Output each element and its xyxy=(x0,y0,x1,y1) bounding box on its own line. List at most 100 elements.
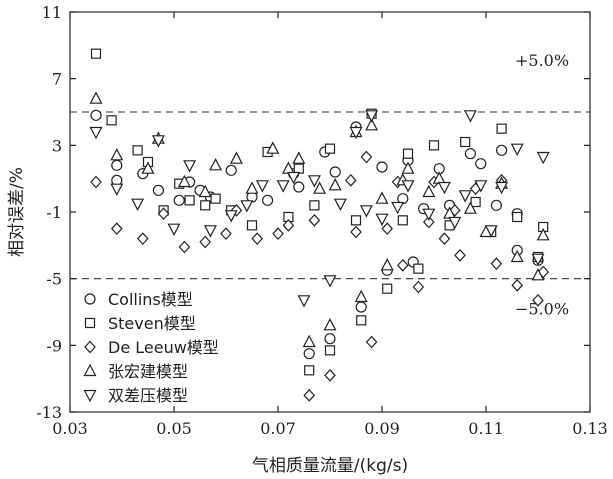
legend-label: De Leeuw模型 xyxy=(108,338,219,357)
legend-label: Collins模型 xyxy=(108,290,193,309)
diamond-point xyxy=(350,225,362,239)
triangle-up-point xyxy=(422,184,436,198)
diamond-point xyxy=(282,218,295,232)
y-tick-label: -1 xyxy=(46,203,62,222)
diamond-point xyxy=(136,232,149,246)
triangle-down-point xyxy=(183,160,197,173)
triangle-up-point xyxy=(313,181,327,194)
diamond-point xyxy=(360,150,373,164)
triangle-down-point xyxy=(437,181,451,195)
triangle-down-point xyxy=(359,205,373,218)
axis-ticks: 0.03 0.05 0.07 0.09 0.11 0.13 11 7 3 -1 -5 -9 -13 xyxy=(36,3,608,438)
square-point xyxy=(309,200,320,211)
square-point xyxy=(382,283,393,294)
x-tick-label: 0.05 xyxy=(156,419,192,438)
diamond-point xyxy=(490,257,503,271)
triangle-down-point xyxy=(495,181,509,195)
triangle-up-point xyxy=(292,151,306,164)
y-tick-label: 7 xyxy=(52,70,62,89)
reference-line-label: +5.0% xyxy=(515,51,569,70)
triangle-up-point xyxy=(463,201,477,214)
data-points xyxy=(89,48,550,402)
triangle-up-point xyxy=(536,228,550,241)
triangle-up-point xyxy=(141,161,155,174)
diamond-point xyxy=(412,280,425,294)
triangle-down-point xyxy=(536,151,550,165)
triangle-up-point xyxy=(380,258,394,271)
circle-point xyxy=(90,109,102,121)
triangle-down-point xyxy=(151,135,165,148)
legend-marker-diamond xyxy=(84,340,96,354)
series-triangle-down xyxy=(89,110,550,308)
diamond-point xyxy=(157,207,170,221)
diamond-point xyxy=(422,215,435,229)
y-tick-label: 11 xyxy=(42,3,62,22)
legend-marker-triangle-down xyxy=(83,389,97,403)
circle-point xyxy=(324,333,336,345)
circle-point xyxy=(262,194,274,206)
circle-point xyxy=(111,159,123,171)
square-point xyxy=(184,195,195,206)
x-tick-label: 0.11 xyxy=(468,419,504,438)
square-point xyxy=(413,263,424,274)
diamond-point xyxy=(199,235,212,249)
legend-label: Steven模型 xyxy=(108,314,196,333)
triangle-up-point xyxy=(354,289,368,303)
diamond-point xyxy=(396,258,409,272)
square-point xyxy=(460,136,471,148)
diamond-point xyxy=(438,232,451,246)
triangle-down-point xyxy=(255,180,269,193)
square-point xyxy=(200,200,211,211)
triangle-up-point xyxy=(198,184,212,198)
triangle-down-point xyxy=(333,198,347,211)
diamond-point xyxy=(220,227,232,241)
y-tick-label: -5 xyxy=(46,270,62,289)
y-tick-label: -9 xyxy=(46,336,62,355)
triangle-up-point xyxy=(245,181,259,194)
series-triangle-up xyxy=(89,91,550,348)
diamond-point xyxy=(110,222,123,236)
square-point xyxy=(324,345,336,356)
triangle-down-point xyxy=(531,253,545,266)
triangle-down-point xyxy=(167,223,181,236)
reference-line-label: −5.0% xyxy=(515,300,569,319)
y-tick-label: -13 xyxy=(36,403,62,422)
circle-point xyxy=(152,184,164,196)
circle-point xyxy=(355,301,367,313)
triangle-up-point xyxy=(177,174,191,188)
diamond-point xyxy=(511,278,524,292)
square-point xyxy=(210,193,221,204)
square-point xyxy=(428,140,440,151)
triangle-up-point xyxy=(302,334,316,348)
square-point xyxy=(246,220,258,231)
diamond-point xyxy=(308,213,321,227)
triangle-down-point xyxy=(401,180,415,193)
triangle-up-point xyxy=(375,191,389,204)
triangle-down-point xyxy=(287,171,301,185)
triangle-up-point xyxy=(323,318,337,331)
triangle-down-point xyxy=(365,110,379,123)
square-point xyxy=(324,143,336,154)
triangle-down-point xyxy=(203,225,217,238)
circle-point xyxy=(376,161,388,173)
circle-point xyxy=(490,199,502,211)
legend-marker-square xyxy=(84,317,96,329)
circle-point xyxy=(496,144,508,156)
triangle-down-point xyxy=(349,126,363,140)
square-point xyxy=(304,365,315,376)
x-tick-label: 0.09 xyxy=(364,419,400,438)
square-point xyxy=(397,215,408,226)
triangle-up-point xyxy=(365,118,379,131)
triangle-down-point xyxy=(89,126,103,140)
triangle-up-point xyxy=(110,148,124,161)
triangle-down-point xyxy=(422,208,436,221)
square-point xyxy=(512,211,523,223)
diamond-point xyxy=(532,293,544,307)
square-point xyxy=(470,196,481,208)
triangle-down-point xyxy=(463,110,477,123)
circle-point xyxy=(225,164,237,176)
triangle-up-point xyxy=(328,178,342,191)
y-tick-label: 3 xyxy=(52,136,62,155)
